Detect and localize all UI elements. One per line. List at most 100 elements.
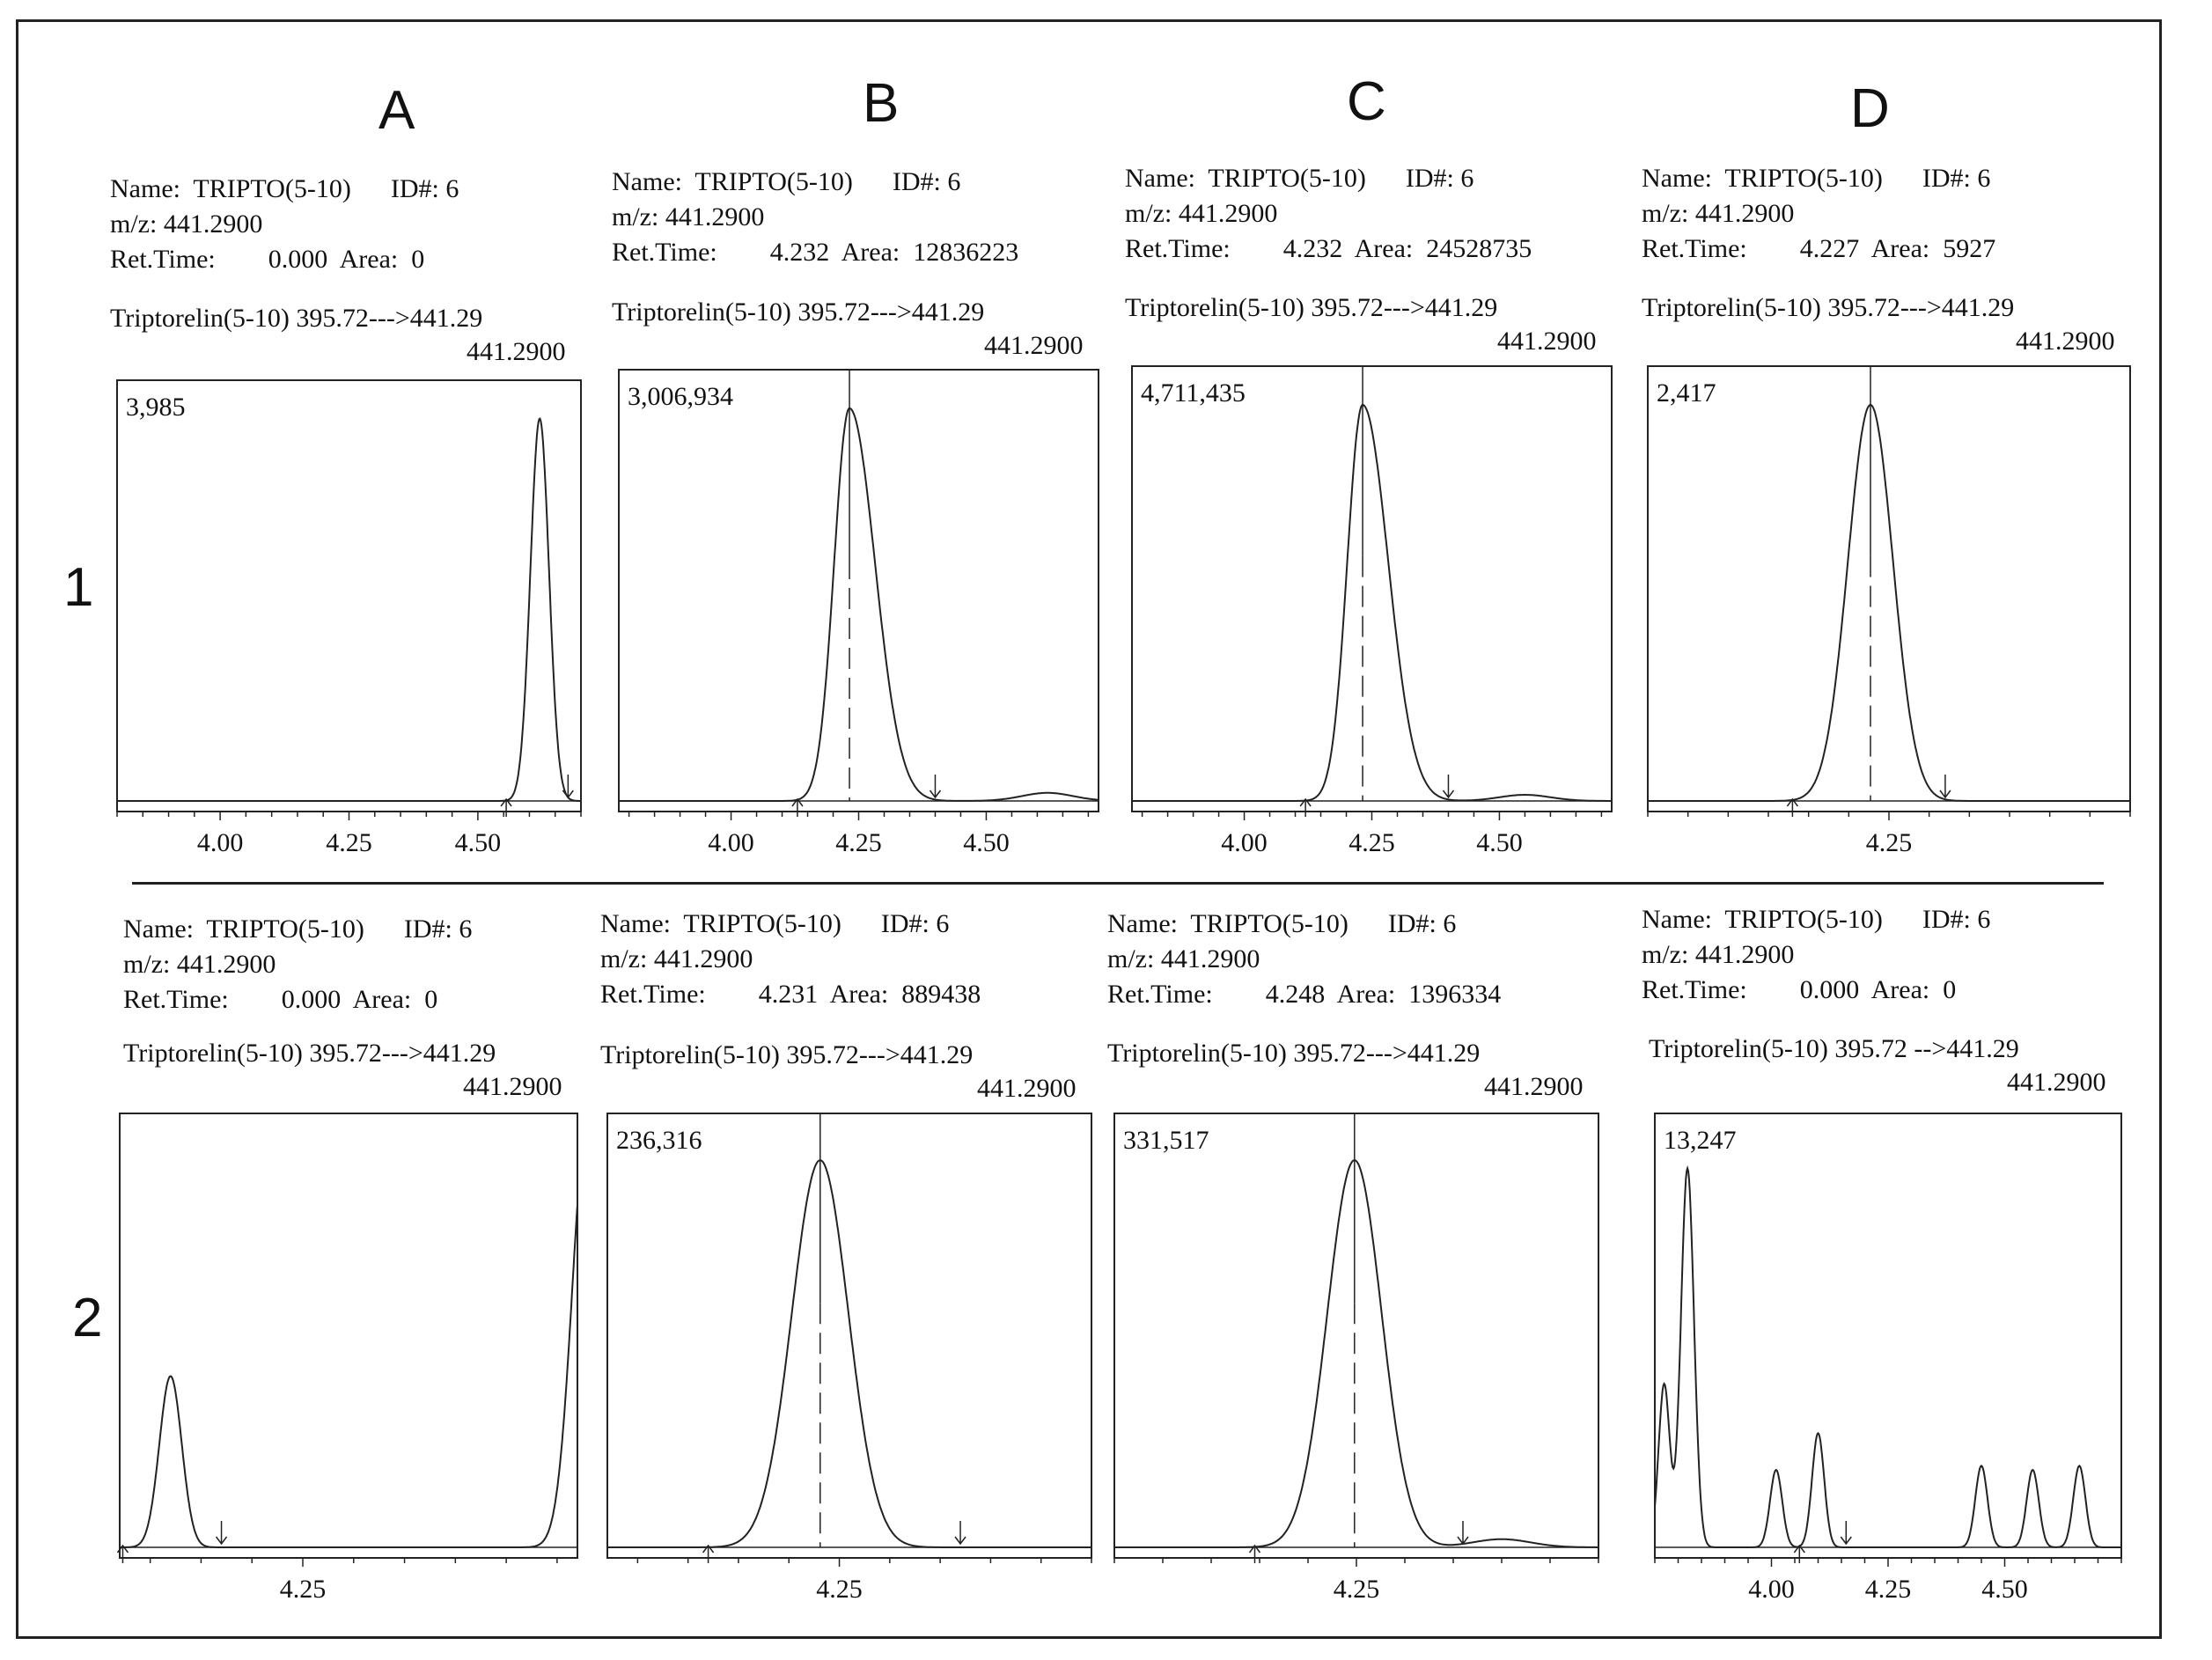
figure-frame (16, 19, 2162, 1639)
panel-1b-max-label: 3,006,934 (628, 382, 733, 411)
panel-1d-frame (1647, 365, 2131, 812)
panel-1d-max-label: 2,417 (1657, 378, 1716, 408)
panel-1a-tick-label: 4.00 (197, 828, 244, 857)
panel-2a-mz: m/z: 441.2900 (123, 950, 276, 979)
panel-1b-header: Name: TRIPTO(5-10) ID#: 6 m/z: 441.2900 Re… (612, 165, 1018, 270)
panel-1d-tick-label: 4.25 (1866, 828, 1913, 857)
panel-1d-ret-line: Ret.Time: 4.227 Area: 5927 (1642, 234, 1996, 263)
panel-2c-name-line: Name: TRIPTO(5-10) ID#: 6 (1107, 909, 1457, 938)
panel-1a-name-line: Name: TRIPTO(5-10) ID#: 6 (110, 174, 459, 203)
panel-2c-trace-mz: 441.2900 (1484, 1072, 1584, 1101)
panel-2b-end-marker (954, 1521, 966, 1546)
panel-1c-plot: 4.00 4.25 4.50 4,711,435 (1131, 365, 1613, 857)
panel-1d-header: Name: TRIPTO(5-10) ID#: 6 m/z: 441.2900 Re… (1642, 161, 1995, 267)
panel-1c-end-marker (1442, 775, 1455, 799)
panel-2a-end-marker (215, 1521, 228, 1546)
panel-2a-trace-line (120, 1204, 578, 1548)
panel-2c-mz: m/z: 441.2900 (1107, 944, 1260, 973)
panel-2d-trace-mz: 441.2900 (2007, 1068, 2106, 1097)
panel-1a-max-label: 3,985 (126, 393, 186, 422)
panel-2b-plot: 4.25 236,316 (606, 1113, 1092, 1604)
panel-1c-max-label: 4,711,435 (1141, 378, 1246, 408)
panel-1a-frame (116, 379, 582, 812)
panel-1d-name-line: Name: TRIPTO(5-10) ID#: 6 (1642, 164, 1991, 193)
panel-1a-trace-line (117, 417, 581, 802)
panel-1d-end-marker (1939, 775, 1951, 799)
panel-2d-frame (1654, 1113, 2122, 1559)
panel-2c-end-marker (1457, 1521, 1469, 1546)
panel-1b-trace-mz: 441.2900 (984, 331, 1084, 360)
panel-1a-trace: Triptorelin(5-10) 395.72--->441.29 (110, 304, 483, 333)
panel-1d-trace-mz: 441.2900 (2016, 327, 2115, 356)
panel-1c-mz: m/z: 441.2900 (1125, 199, 1278, 228)
column-label-d: D (1850, 78, 1890, 139)
panel-1d-plot: 4.25 2,417 (1647, 365, 2131, 857)
panel-1c-start-marker (1299, 797, 1312, 817)
panel-2c-max-label: 331,517 (1123, 1126, 1209, 1155)
panel-1c-name-line: Name: TRIPTO(5-10) ID#: 6 (1125, 164, 1474, 193)
panel-2d-name-line: Name: TRIPTO(5-10) ID#: 6 (1642, 905, 1991, 934)
panel-2c-header: Name: TRIPTO(5-10) ID#: 6 m/z: 441.2900 Re… (1107, 907, 1501, 1012)
panel-2d-ret-line: Ret.Time: 0.000 Area: 0 (1642, 975, 1957, 1004)
panel-2b-trace: Triptorelin(5-10) 395.72--->441.29 (600, 1040, 974, 1069)
panel-1b-ret-line: Ret.Time: 4.232 Area: 12836223 (612, 238, 1019, 267)
column-label-c: C (1347, 71, 1386, 132)
row-label-1: 1 (63, 557, 94, 618)
panel-2d-max-label: 13,247 (1664, 1126, 1737, 1155)
panel-1a-trace-mz: 441.2900 (467, 337, 566, 366)
panel-2c-trace: Triptorelin(5-10) 395.72--->441.29 (1107, 1039, 1481, 1068)
panel-2a-header: Name: TRIPTO(5-10) ID#: 6 m/z: 441.2900 Re… (123, 912, 472, 1017)
panel-2d-mz: m/z: 441.2900 (1642, 940, 1795, 969)
panel-2b-max-label: 236,316 (616, 1126, 702, 1155)
panel-1d-start-marker (1786, 797, 1798, 817)
panel-1a-end-marker (562, 775, 574, 799)
panel-1b-end-marker (929, 775, 942, 799)
panel-1d-trace-line (1648, 403, 2130, 802)
panel-2c-frame (1113, 1113, 1599, 1559)
column-label-b: B (863, 73, 900, 134)
row-label-2: 2 (72, 1288, 103, 1348)
panel-2b-ret-line: Ret.Time: 4.231 Area: 889438 (600, 980, 981, 1009)
panel-1b-tick-label: 4.25 (835, 828, 882, 857)
panel-2b-name-line: Name: TRIPTO(5-10) ID#: 6 (600, 909, 950, 938)
panel-2d-header: Name: TRIPTO(5-10) ID#: 6 m/z: 441.2900 Re… (1642, 902, 1990, 1008)
panel-2c-plot: 4.25 331,517 (1113, 1113, 1599, 1604)
panel-2b-trace-line (607, 1159, 1091, 1548)
panel-2a-tick-label: 4.25 (280, 1575, 327, 1604)
panel-2b-header: Name: TRIPTO(5-10) ID#: 6 m/z: 441.2900 Re… (600, 907, 981, 1012)
panel-2a-start-marker (116, 1544, 129, 1563)
panel-2b-tick-label: 4.25 (816, 1575, 863, 1604)
panel-1b-trace-line (619, 407, 1099, 802)
panel-1b-tick-label: 4.50 (963, 828, 1010, 857)
panel-2d-trace-line (1654, 1164, 2121, 1548)
panel-1b-name-line: Name: TRIPTO(5-10) ID#: 6 (612, 167, 961, 196)
panel-1a-mz: m/z: 441.2900 (110, 209, 263, 239)
panel-1c-trace: Triptorelin(5-10) 395.72--->441.29 (1125, 293, 1498, 322)
panel-1c-tick-label: 4.25 (1349, 828, 1395, 857)
panel-1c-header: Name: TRIPTO(5-10) ID#: 6 m/z: 441.2900 Re… (1125, 161, 1532, 267)
panel-2c-trace-line (1114, 1159, 1598, 1548)
panel-1d-trace: Triptorelin(5-10) 395.72--->441.29 (1642, 293, 2015, 322)
panel-2d-tick-label: 4.50 (1981, 1575, 2028, 1604)
panel-2a-trace-mz: 441.2900 (463, 1072, 562, 1101)
panel-2c-tick-label: 4.25 (1334, 1575, 1380, 1604)
panel-2d-trace: Triptorelin(5-10) 395.72 -->441.29 (1649, 1034, 2019, 1063)
panel-1a-header: Name: TRIPTO(5-10) ID#: 6 m/z: 441.2900 Re… (110, 172, 459, 277)
panel-2b-start-marker (702, 1544, 715, 1563)
panel-1b-mz: m/z: 441.2900 (612, 202, 765, 231)
panel-1c-tick-label: 4.50 (1476, 828, 1523, 857)
panel-1c-tick-label: 4.00 (1221, 828, 1268, 857)
row-separator (132, 882, 2104, 885)
panel-1d-mz: m/z: 441.2900 (1642, 199, 1795, 228)
panel-2b-trace-mz: 441.2900 (977, 1074, 1077, 1103)
panel-2b-frame (606, 1113, 1092, 1559)
panel-1a-start-marker (500, 797, 512, 817)
panel-1a-ret-line: Ret.Time: 0.000 Area: 0 (110, 245, 425, 274)
panel-2a-frame (119, 1113, 578, 1559)
panel-2c-ret-line: Ret.Time: 4.248 Area: 1396334 (1107, 980, 1502, 1009)
panel-1b-tick-label: 4.00 (708, 828, 754, 857)
panel-2c-start-marker (1248, 1544, 1261, 1563)
panel-1c-ret-line: Ret.Time: 4.232 Area: 24528735 (1125, 234, 1532, 263)
panel-2d-start-marker (1793, 1544, 1805, 1563)
panel-1a-tick-label: 4.50 (455, 828, 502, 857)
